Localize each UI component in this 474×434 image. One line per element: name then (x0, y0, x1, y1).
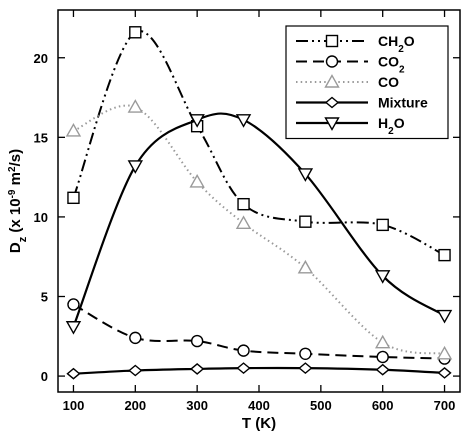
diamond-marker (437, 366, 452, 379)
x-axis-title: T (K) (242, 415, 276, 432)
triangle-up-marker (189, 173, 205, 188)
series-2 (65, 99, 453, 360)
diamond-marker (190, 363, 205, 375)
legend-entry: CO (296, 74, 399, 90)
square-marker (129, 26, 142, 39)
x-tick-label: 100 (63, 398, 85, 413)
legend-label: H2O (378, 115, 405, 137)
legend-label: CH2O (378, 33, 415, 55)
series-4 (65, 112, 453, 335)
square-marker (325, 34, 339, 48)
x-tick-label: 200 (124, 398, 146, 413)
y-tick-label: 5 (41, 290, 48, 305)
triangle-up-marker (127, 99, 144, 113)
triangle-up-marker (436, 345, 453, 360)
x-tick-label: 700 (434, 398, 456, 413)
y-tick-label: 20 (34, 51, 48, 66)
triangle-down-marker (235, 114, 252, 128)
series-line (72, 303, 445, 360)
square-marker (376, 218, 389, 232)
series-1 (67, 298, 451, 365)
series-line (72, 30, 445, 257)
diamond-marker (128, 364, 143, 377)
diamond-marker (66, 367, 81, 380)
x-tick-label: 500 (310, 398, 332, 413)
triangle-down-marker (436, 309, 453, 324)
diamond-marker (375, 363, 390, 376)
legend-label: CO2 (378, 54, 405, 76)
circle-marker (299, 347, 312, 360)
triangle-down-marker (374, 270, 391, 284)
square-marker (237, 197, 250, 211)
diamond-marker (298, 362, 313, 375)
square-marker (67, 191, 80, 205)
circle-marker (325, 55, 339, 68)
legend-entry: H2O (296, 115, 405, 137)
x-tick-label: 400 (248, 398, 270, 413)
y-tick-label: 15 (34, 130, 48, 145)
x-tick-label: 600 (372, 398, 394, 413)
square-marker (438, 248, 451, 262)
diamond-marker (236, 362, 251, 375)
series-3 (66, 362, 452, 380)
triangle-up-marker (65, 123, 82, 137)
triangle-up-marker (297, 259, 314, 274)
y-tick-label: 10 (34, 210, 48, 225)
circle-marker (237, 344, 250, 357)
legend-label: Mixture (378, 95, 428, 111)
y-axis-title: Dz (x 10-9 m2/s) (7, 149, 30, 253)
triangle-down-marker (324, 117, 340, 131)
circle-marker (190, 334, 204, 348)
x-tick-label: 300 (186, 398, 208, 413)
triangle-down-marker (297, 168, 314, 182)
circle-marker (376, 350, 389, 364)
legend-entry: CH2O (296, 33, 415, 55)
triangle-up-marker (374, 334, 391, 349)
triangle-down-marker (65, 321, 82, 335)
legend-entry: Mixture (296, 95, 428, 111)
triangle-up-marker (324, 74, 340, 88)
square-marker (299, 215, 312, 228)
triangle-down-marker (127, 160, 144, 174)
x-axis: 100 200 300 400 500 600 700 (63, 10, 456, 413)
triangle-down-marker (189, 114, 205, 128)
legend-label: CO (378, 74, 399, 90)
y-axis: 0 5 10 15 20 (34, 51, 460, 384)
circle-marker (129, 331, 142, 345)
series-layer (65, 26, 453, 380)
triangle-up-marker (235, 215, 252, 229)
circle-marker (67, 298, 80, 311)
diamond-marker (324, 96, 340, 109)
legend-entry: CO2 (296, 54, 405, 76)
y-tick-label: 0 (41, 369, 48, 384)
